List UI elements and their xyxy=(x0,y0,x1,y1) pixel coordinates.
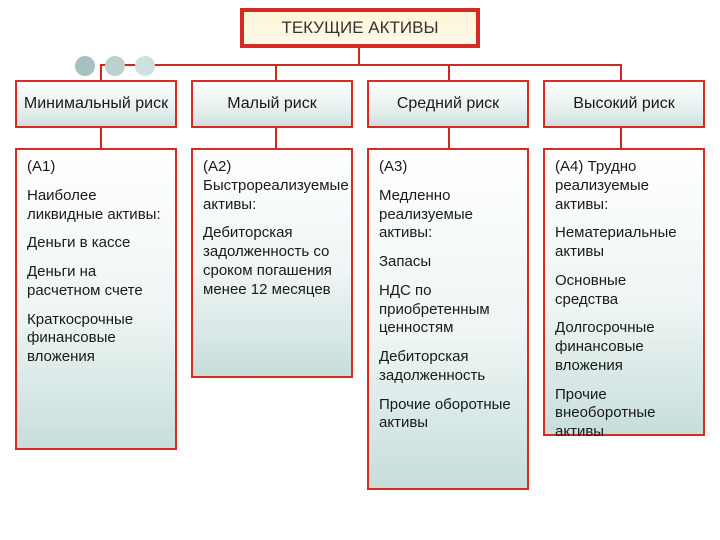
header-0: Минимальный риск xyxy=(15,80,177,128)
decorative-dots xyxy=(75,56,155,76)
body-0-para-3: Деньги на расчетном счете xyxy=(27,263,165,301)
body-2-para-2: Запасы xyxy=(379,253,517,272)
body-0-para-1: Наиболее ликвидные активы: xyxy=(27,187,165,225)
body-0-para-4: Краткосрочные финансовые вложения xyxy=(27,311,165,367)
connector-root-down xyxy=(358,48,360,64)
root-node: ТЕКУЩИЕ АКТИВЫ xyxy=(240,8,480,48)
body-3-para-3: Долгосрочные финансовые вложения xyxy=(555,319,693,375)
body-3-para-2: Основные средства xyxy=(555,272,693,310)
header-label-1: Малый риск xyxy=(227,95,316,113)
connector-horizontal xyxy=(100,64,620,66)
header-row: Минимальный риск Малый риск Средний риск Вы… xyxy=(0,80,720,128)
body-3-para-4: Прочие внеоборотные активы xyxy=(555,386,693,442)
body-row: (А1) Наиболее ликвидные активы: Деньги в к… xyxy=(0,148,720,490)
body-3-para-0: (А4) Трудно реализуемые активы: xyxy=(555,158,693,214)
dot-3 xyxy=(135,56,155,76)
body-1-para-1: Дебиторская задолженность со сроком пога… xyxy=(203,224,341,299)
root-label: ТЕКУЩИЕ АКТИВЫ xyxy=(281,18,438,38)
dot-1 xyxy=(75,56,95,76)
body-0: (А1) Наиболее ликвидные активы: Деньги в к… xyxy=(15,148,177,450)
body-2-para-5: Прочие оборотные активы xyxy=(379,396,517,434)
body-3-para-1: Нематериальные активы xyxy=(555,224,693,262)
body-2-para-1: Медленно реализуемые активы: xyxy=(379,187,517,243)
body-2: (А3) Медленно реализуемые активы: Запасы НД… xyxy=(367,148,529,490)
body-2-para-4: Дебиторская задолженность xyxy=(379,348,517,386)
body-0-para-2: Деньги в кассе xyxy=(27,234,165,253)
connector-v2-2 xyxy=(448,128,450,150)
header-label-2: Средний риск xyxy=(397,95,499,113)
header-3: Высокий риск xyxy=(543,80,705,128)
dot-2 xyxy=(105,56,125,76)
connector-v2-0 xyxy=(100,128,102,150)
body-3: (А4) Трудно реализуемые активы: Нематериа… xyxy=(543,148,705,436)
body-2-para-0: (А3) xyxy=(379,158,517,177)
body-0-para-0: (А1) xyxy=(27,158,165,177)
connector-v2-1 xyxy=(275,128,277,150)
header-2: Средний риск xyxy=(367,80,529,128)
header-1: Малый риск xyxy=(191,80,353,128)
header-label-3: Высокий риск xyxy=(573,95,674,113)
header-label-0: Минимальный риск xyxy=(24,95,168,113)
body-1-para-0: (А2) Быстрореализуемые активы: xyxy=(203,158,341,214)
body-1: (А2) Быстрореализуемые активы: Дебиторска… xyxy=(191,148,353,378)
body-2-para-3: НДС по приобретенным ценностям xyxy=(379,282,517,338)
connector-v2-3 xyxy=(620,128,622,150)
